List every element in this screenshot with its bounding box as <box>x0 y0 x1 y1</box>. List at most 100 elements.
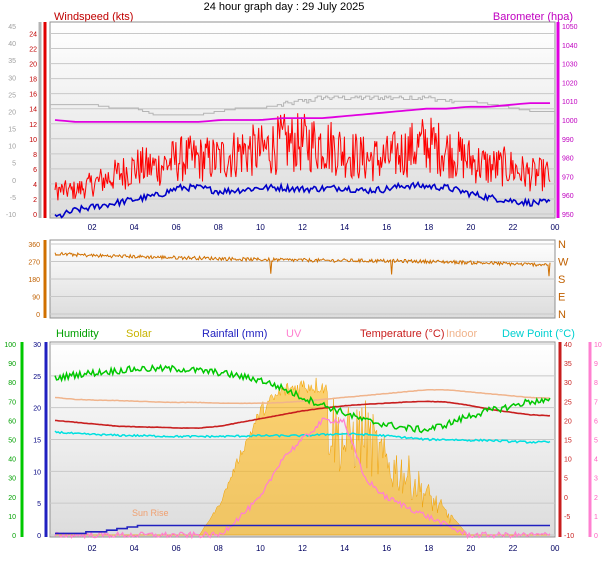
windspeed-tick-label: 8 <box>33 152 37 159</box>
direction-tick-label: 270 <box>28 260 40 267</box>
temperature-tick-label: -10 <box>564 533 574 540</box>
temperature-tick-label: 30 <box>564 380 572 387</box>
rain-tick-label: 30 <box>33 342 41 349</box>
grey-tick-label: 30 <box>8 75 16 82</box>
compass-tick-label: E <box>558 292 565 304</box>
rain-tick-label: 0 <box>37 533 41 540</box>
barometer-tick-label: 990 <box>562 137 574 144</box>
humidity-tick-label: 90 <box>8 361 16 368</box>
compass-tick-label: N <box>558 309 566 321</box>
barometer-tick-label: 1020 <box>562 80 578 87</box>
windspeed-tick-label: 12 <box>29 122 37 129</box>
temperature-line <box>54 400 551 430</box>
x-tick-label: 04 <box>130 223 139 232</box>
x-tick-label: 08 <box>214 223 223 232</box>
x-tick-label: 14 <box>340 544 349 553</box>
humidity-tick-label: 40 <box>8 457 16 464</box>
wind-direction-line <box>54 251 551 277</box>
wind-panel: -10-505101520253035404502468101214161820… <box>6 21 578 232</box>
x-tick-label: 06 <box>172 544 181 553</box>
windspeed-tick-label: 2 <box>33 197 37 204</box>
x-tick-label: 00 <box>551 223 560 232</box>
indoor-label: Indoor <box>446 328 478 340</box>
x-tick-label: 08 <box>214 544 223 553</box>
uv-tick-label: 6 <box>594 418 598 425</box>
direction-tick-label: 90 <box>32 295 40 302</box>
humidity-tick-label: 80 <box>8 380 16 387</box>
grey-tick-label: 40 <box>8 41 16 48</box>
grey-tick-label: -10 <box>6 212 16 219</box>
direction-tick-label: 360 <box>28 242 40 249</box>
barometer-tick-label: 950 <box>562 212 574 219</box>
temperature-tick-label: 20 <box>564 418 572 425</box>
sunrise-label: Sun Rise <box>132 508 169 518</box>
windspeed-line <box>54 113 551 201</box>
barometer-tick-label: 1010 <box>562 99 578 106</box>
x-tick-label: 10 <box>256 223 265 232</box>
grey-tick-label: 5 <box>12 161 16 168</box>
grey-step-line <box>50 95 555 116</box>
rain-tick-label: 15 <box>33 438 41 445</box>
temperature-label: Temperature (°C) <box>360 328 444 340</box>
windspeed-axis-label: Windspeed (kts) <box>54 11 133 23</box>
uv-label: UV <box>286 328 302 340</box>
temperature-tick-label: 25 <box>564 399 572 406</box>
windspeed-tick-label: 22 <box>29 47 37 54</box>
windspeed-tick-label: 24 <box>29 32 37 39</box>
humidity-label: Humidity <box>56 328 99 340</box>
x-tick-label: 20 <box>466 223 475 232</box>
barometer-tick-label: 1000 <box>562 118 578 125</box>
humidity-tick-label: 60 <box>8 418 16 425</box>
windspeed-tick-label: 4 <box>33 182 37 189</box>
humidity-tick-label: 10 <box>8 514 16 521</box>
windspeed-tick-label: 14 <box>29 107 37 114</box>
windspeed-tick-label: 16 <box>29 92 37 99</box>
uv-line <box>54 417 551 540</box>
chart-title: 24 hour graph day : 29 July 2025 <box>204 1 365 13</box>
grey-tick-label: 20 <box>8 109 16 116</box>
windspeed-tick-label: 6 <box>33 167 37 174</box>
rain-tick-label: 10 <box>33 469 41 476</box>
grey-tick-label: 10 <box>8 144 16 151</box>
x-tick-label: 02 <box>88 544 97 553</box>
x-tick-label: 04 <box>130 544 139 553</box>
x-tick-label: 22 <box>508 223 517 232</box>
temperature-tick-label: 40 <box>564 342 572 349</box>
temperature-tick-label: -5 <box>564 514 570 521</box>
uv-tick-label: 7 <box>594 399 598 406</box>
humidity-tick-label: 70 <box>8 399 16 406</box>
x-tick-label: 18 <box>424 544 433 553</box>
x-tick-label: 02 <box>88 223 97 232</box>
temperature-tick-label: 15 <box>564 438 572 445</box>
direction-tick-label: 180 <box>28 277 40 284</box>
humidity-tick-label: 0 <box>12 533 16 540</box>
temperature-tick-label: 10 <box>564 457 572 464</box>
rain-tick-label: 5 <box>37 501 41 508</box>
uv-tick-label: 8 <box>594 380 598 387</box>
barometer-tick-label: 1030 <box>562 62 578 69</box>
uv-tick-label: 9 <box>594 361 598 368</box>
x-tick-label: 16 <box>382 223 391 232</box>
rainfall-line <box>55 524 550 535</box>
barometer-tick-label: 980 <box>562 156 574 163</box>
x-tick-label: 18 <box>424 223 433 232</box>
grey-tick-label: 35 <box>8 58 16 65</box>
humidity-tick-label: 100 <box>4 342 16 349</box>
x-tick-label: 16 <box>382 544 391 553</box>
grey-tick-label: 45 <box>8 24 16 31</box>
x-tick-label: 12 <box>298 223 307 232</box>
barometer-tick-label: 960 <box>562 193 574 200</box>
x-tick-label: 12 <box>298 544 307 553</box>
humidity-tick-label: 50 <box>8 438 16 445</box>
compass-tick-label: S <box>558 274 565 286</box>
rainfall-label: Rainfall (mm) <box>202 328 267 340</box>
grey-tick-label: 25 <box>8 92 16 99</box>
indoor-line <box>54 388 551 405</box>
humidity-tick-label: 20 <box>8 495 16 502</box>
plot-area <box>49 21 556 219</box>
x-tick-label: 06 <box>172 223 181 232</box>
x-tick-label: 00 <box>551 544 560 553</box>
temperature-tick-label: 0 <box>564 495 568 502</box>
